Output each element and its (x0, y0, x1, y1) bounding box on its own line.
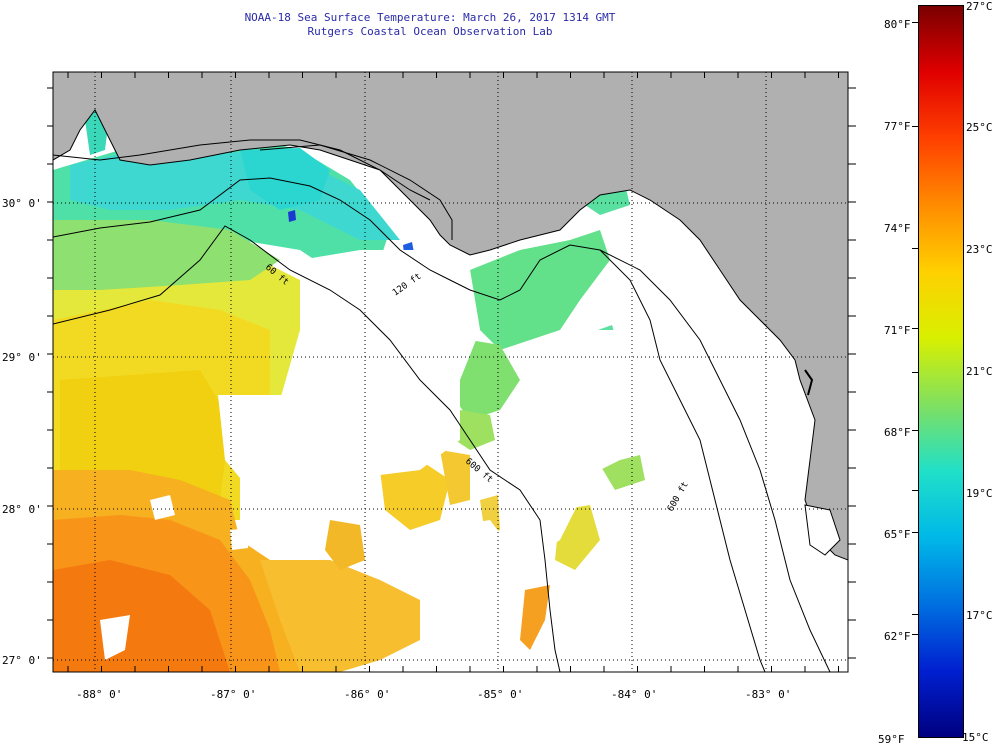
cloud-mask (100, 250, 640, 672)
lat-label-28: 28° 0' (2, 503, 42, 516)
plot-frame (52, 71, 849, 673)
temperature-colorbar (918, 5, 964, 738)
lon-label-85: -85° 0' (477, 688, 523, 701)
colorbar-tick (912, 490, 918, 491)
graticule (53, 72, 848, 672)
isobath-120ft (53, 225, 561, 672)
lat-label-30: 30° 0' (2, 197, 42, 210)
colorbar-f-71: 71°F (884, 324, 911, 337)
colorbar-tick (912, 614, 918, 615)
colorbar-c-15: 15°C (962, 731, 989, 744)
colorbar-tick (912, 126, 918, 127)
isobath-600ft (599, 249, 766, 672)
lon-label-84: -84° 0' (611, 688, 657, 701)
lat-label-27: 27° 0' (2, 654, 42, 667)
map-subtitle: Rutgers Coastal Ocean Observation Lab (307, 25, 553, 38)
coastal-islands (804, 369, 814, 396)
sst-field (53, 75, 645, 672)
colorbar-tick (912, 248, 918, 249)
land-mass (53, 72, 848, 561)
colorbar-tick (912, 430, 918, 431)
colorbar-c-21: 21°C (966, 365, 993, 378)
colorbar-f-68: 68°F (884, 426, 911, 439)
colorbar-f-74: 74°F (884, 222, 911, 235)
colorbar-c-25: 25°C (966, 121, 993, 134)
colorbar-f-62: 62°F (884, 630, 911, 643)
lon-label-87: -87° 0' (210, 688, 256, 701)
colorbar-f-65: 65°F (884, 528, 911, 541)
colorbar-f-80: 80°F (884, 18, 911, 31)
lon-label-88: -88° 0' (76, 688, 122, 701)
colorbar-c-17: 17°C (966, 609, 993, 622)
colorbar-c-23: 23°C (966, 243, 993, 256)
isobaths (53, 139, 831, 672)
colorbar-f-77: 77°F (884, 120, 911, 133)
colorbar-f-59: 59°F (878, 733, 905, 746)
colorbar-tick (912, 328, 918, 329)
colorbar-tick (912, 634, 918, 635)
colorbar-tick (912, 372, 918, 373)
lon-label-86: -86° 0' (344, 688, 390, 701)
frame-ticks (47, 72, 856, 672)
coastline-ridge (53, 139, 431, 201)
lon-label-83: -83° 0' (745, 688, 791, 701)
map-title: NOAA-18 Sea Surface Temperature: March 2… (244, 11, 616, 24)
colorbar-c-27: 27°C (966, 0, 993, 13)
lat-label-29: 29° 0' (2, 351, 42, 364)
colorbar-tick (912, 22, 918, 23)
isobath-60ft (53, 177, 831, 672)
colorbar-c-19: 19°C (966, 487, 993, 500)
colorbar-tick (912, 532, 918, 533)
